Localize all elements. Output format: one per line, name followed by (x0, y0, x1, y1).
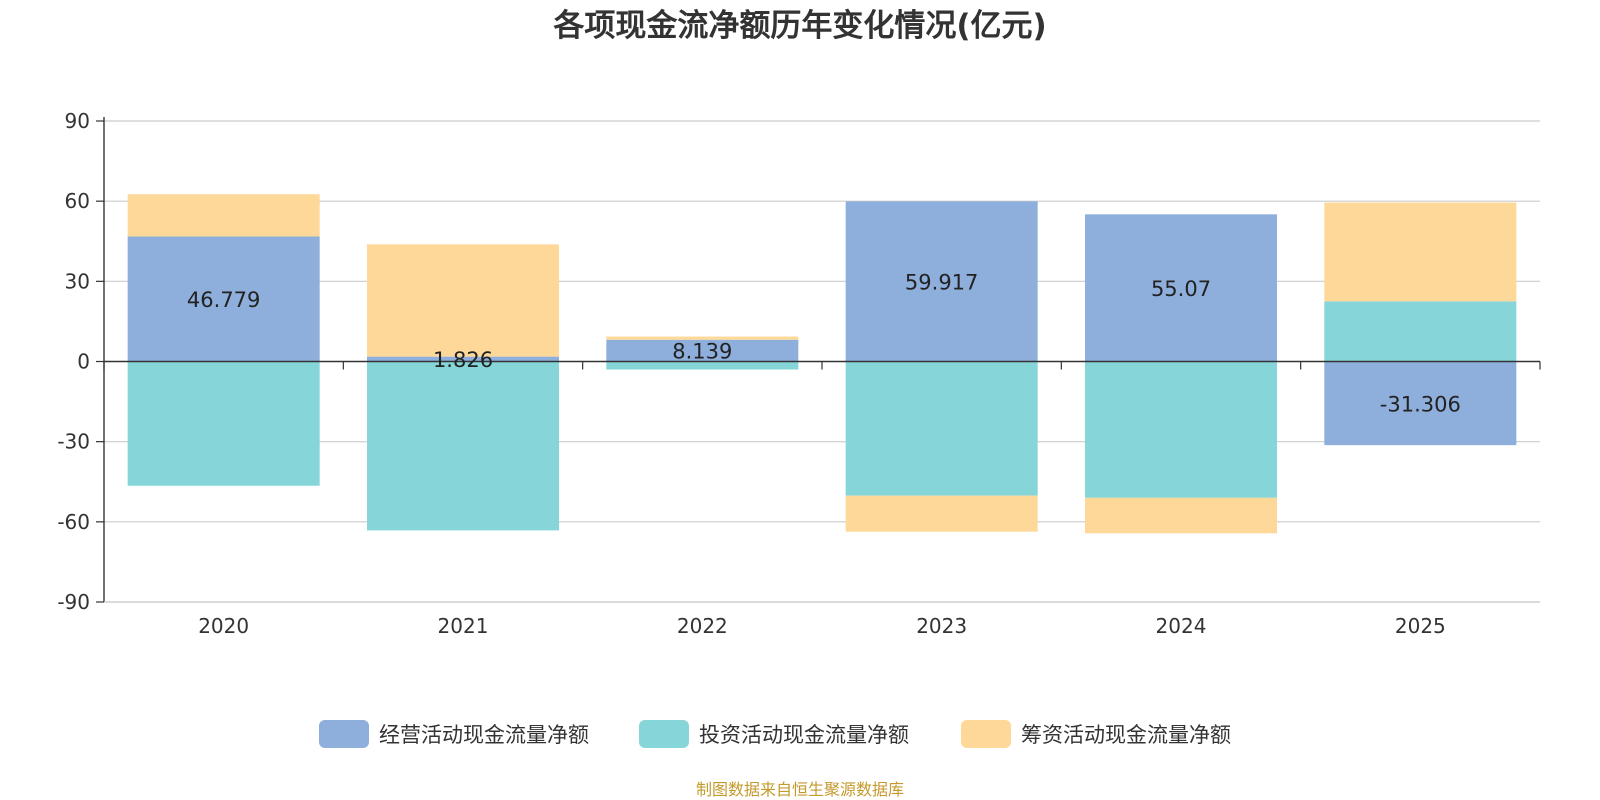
data-labels: 46.779 1.826 8.139 59.917 55.07 -31.306 (187, 270, 1461, 416)
data-label-2024: 55.07 (1151, 277, 1211, 301)
data-label-2022: 8.139 (672, 340, 732, 364)
bar-2022-series-0 (606, 339, 799, 362)
bar-2023-series-0 (845, 201, 1038, 362)
source-note: 制图数据来自恒生聚源数据库 (696, 780, 904, 799)
bar-2024-series-1 (1085, 361, 1277, 498)
legend-label-2: 筹资活动现金流量净额 (1021, 723, 1231, 747)
data-label-2020: 46.779 (187, 288, 260, 312)
bar-2022-series-2 (606, 336, 799, 340)
bar-2021-series-1 (367, 361, 559, 531)
bar-2024-series-0 (1085, 214, 1277, 362)
y-tick-label: -90 (57, 590, 90, 614)
bar-2025-series-0 (1324, 361, 1517, 446)
x-tick-label: 2021 (438, 614, 489, 638)
axes: 90 60 30 0 -30 -60 -90 2020 2021 2022 2023 2024 2025 (57, 109, 1541, 638)
bar-2021-series-0 (367, 356, 559, 362)
bars (127, 194, 1517, 534)
legend-swatch-1 (639, 720, 689, 748)
bar-2025-series-1 (1324, 301, 1517, 362)
y-tick-label: 0 (77, 350, 90, 374)
bar-2022-series-1 (606, 361, 799, 370)
x-tick-label: 2020 (198, 614, 249, 638)
x-tick-label: 2022 (677, 614, 728, 638)
bar-2021-series-2 (367, 244, 559, 357)
x-tick-label: 2024 (1156, 614, 1207, 638)
legend: 经营活动现金流量净额 投资活动现金流量净额 筹资活动现金流量净额 (319, 720, 1231, 748)
data-label-2021: 1.826 (433, 348, 493, 372)
chart-title: 各项现金流净额历年变化情况(亿元) (552, 8, 1046, 44)
legend-label-0: 经营活动现金流量净额 (379, 723, 589, 747)
bar-2023-series-1 (845, 361, 1038, 496)
bar-2025-series-2 (1324, 202, 1517, 302)
bar-2020-series-2 (127, 194, 320, 237)
y-tick-label: 30 (65, 269, 90, 293)
y-tick-label: 60 (65, 189, 90, 213)
bar-2023-series-2 (845, 495, 1038, 532)
legend-label-1: 投资活动现金流量净额 (699, 723, 909, 747)
y-tick-label: -30 (57, 430, 90, 454)
legend-swatch-2 (961, 720, 1011, 748)
y-tick-label: 90 (65, 109, 90, 133)
x-tick-label: 2025 (1395, 614, 1446, 638)
legend-swatch-0 (319, 720, 369, 748)
bar-2024-series-2 (1085, 497, 1277, 534)
x-tick-label: 2023 (916, 614, 967, 638)
bar-2020-series-0 (127, 236, 320, 362)
data-label-2023: 59.917 (905, 270, 978, 294)
y-tick-label: -60 (57, 510, 90, 534)
data-label-2025: -31.306 (1380, 392, 1461, 416)
bar-2020-series-1 (127, 361, 320, 486)
